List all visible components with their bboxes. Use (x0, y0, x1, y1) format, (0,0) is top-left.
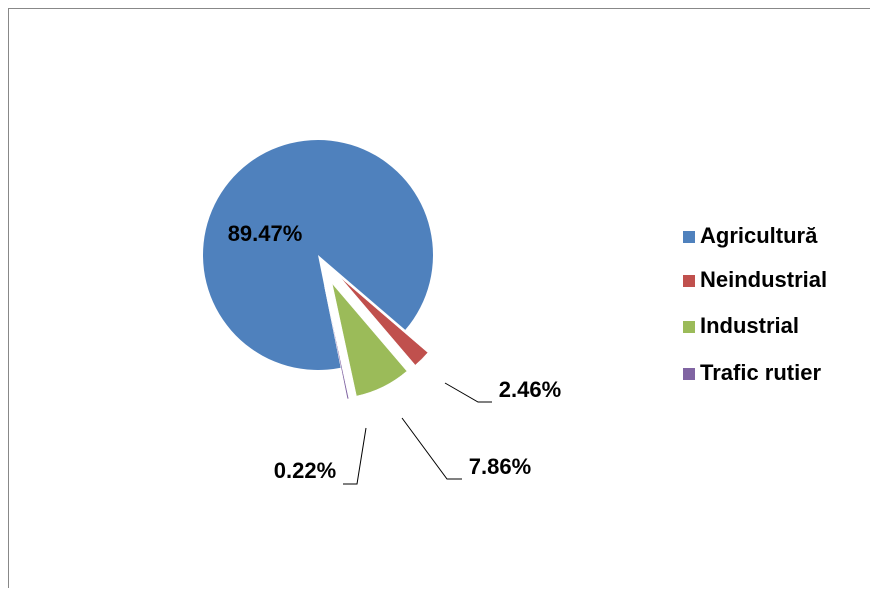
legend-label: Neindustrial (700, 267, 827, 292)
legend-label: Industrial (700, 313, 799, 338)
data-label: 89.47% (228, 221, 303, 246)
legend-swatch (683, 275, 695, 287)
legend-swatch (683, 321, 695, 333)
legend-swatch (683, 231, 695, 243)
data-label: 7.86% (469, 454, 531, 479)
chart-frame (9, 9, 870, 589)
legend-swatch (683, 368, 695, 380)
legend-label: Agricultură (700, 223, 818, 248)
data-label: 2.46% (499, 377, 561, 402)
legend-label: Trafic rutier (700, 360, 821, 385)
data-label: 0.22% (274, 458, 336, 483)
